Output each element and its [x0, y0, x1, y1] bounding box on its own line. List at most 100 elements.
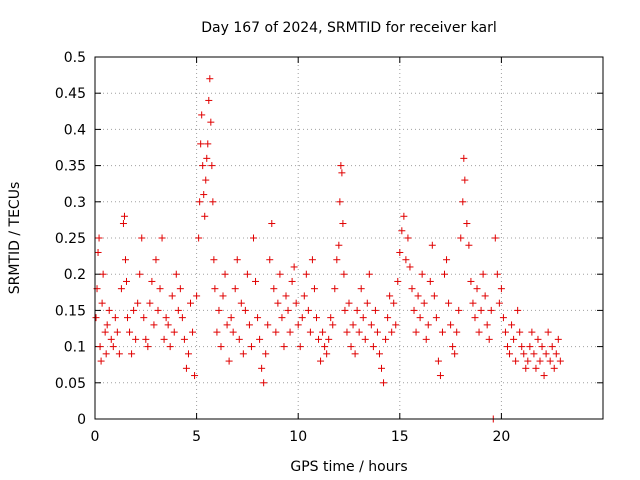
data-point [317, 357, 325, 365]
data-point [412, 328, 420, 336]
data-point [447, 321, 455, 329]
data-point [189, 328, 197, 336]
data-point [217, 343, 225, 351]
y-tick-label: 0 [77, 412, 86, 428]
y-tick-label: 0.3 [64, 195, 86, 211]
data-point [136, 270, 144, 278]
x-tick-label: 15 [391, 429, 409, 445]
data-point [210, 256, 218, 264]
data-point [282, 292, 290, 300]
data-point [518, 343, 526, 351]
x-tick-label: 5 [192, 429, 201, 445]
data-point [481, 292, 489, 300]
data-point [170, 328, 178, 336]
data-point [146, 299, 154, 307]
y-tick-label: 0.2 [64, 267, 86, 283]
data-point [473, 285, 481, 293]
data-point [463, 220, 471, 228]
data-point [264, 321, 272, 329]
data-point [233, 256, 241, 264]
data-point [292, 299, 300, 307]
data-point [202, 176, 210, 184]
data-point [485, 335, 493, 343]
data-point [325, 335, 333, 343]
data-point [164, 321, 172, 329]
data-point [418, 270, 426, 278]
data-point [369, 343, 377, 351]
data-point [420, 299, 428, 307]
data-point [206, 75, 214, 83]
data-point [94, 248, 102, 256]
data-point [162, 314, 170, 322]
data-point [394, 277, 402, 285]
data-point [459, 198, 467, 206]
data-point [288, 277, 296, 285]
data-point [451, 350, 459, 358]
data-point [361, 335, 369, 343]
data-point [284, 306, 292, 314]
data-point [319, 328, 327, 336]
data-point [449, 343, 457, 351]
data-point [410, 306, 418, 314]
data-point [536, 357, 544, 365]
data-point [258, 364, 266, 372]
data-point [336, 198, 344, 206]
data-point [526, 343, 534, 351]
data-point [278, 314, 286, 322]
data-point [235, 335, 243, 343]
data-point [178, 314, 186, 322]
data-point [290, 263, 298, 271]
data-point [138, 234, 146, 242]
data-point [532, 364, 540, 372]
data-point [152, 256, 160, 264]
data-point [434, 357, 442, 365]
data-point [367, 321, 375, 329]
data-point [495, 299, 503, 307]
data-point [512, 357, 520, 365]
data-point [552, 350, 560, 358]
data-point [453, 328, 461, 336]
data-point [475, 328, 483, 336]
data-point [398, 227, 406, 235]
data-point [276, 270, 284, 278]
data-point [260, 379, 268, 387]
data-point [445, 299, 453, 307]
data-point [540, 372, 548, 380]
y-tick-label: 0.25 [55, 231, 86, 247]
data-point [378, 364, 386, 372]
y-tick-labels: 0 0.05 0.1 0.15 0.2 0.25 0.3 0.35 0.4 0.45 0.5 [55, 50, 86, 428]
data-point [306, 328, 314, 336]
data-point [503, 343, 511, 351]
data-point [247, 343, 255, 351]
data-point [404, 234, 412, 242]
data-point [436, 372, 444, 380]
data-point [432, 314, 440, 322]
data-point [191, 372, 199, 380]
data-point [109, 343, 117, 351]
data-point [95, 234, 103, 242]
data-point [229, 328, 237, 336]
data-point [455, 306, 463, 314]
data-point [134, 299, 142, 307]
data-point [441, 270, 449, 278]
data-point [117, 285, 125, 293]
data-point [528, 328, 536, 336]
data-point [359, 314, 367, 322]
data-point [197, 140, 205, 148]
data-point [510, 335, 518, 343]
data-point [347, 343, 355, 351]
grid [95, 57, 603, 419]
data-point [148, 277, 156, 285]
data-point [270, 285, 278, 293]
data-point [184, 350, 192, 358]
data-point [166, 343, 174, 351]
data-point [343, 328, 351, 336]
data-point [384, 314, 392, 322]
data-point [195, 234, 203, 242]
data-point [308, 256, 316, 264]
data-point [554, 335, 562, 343]
x-tick-label: 10 [289, 429, 307, 445]
data-point [469, 299, 477, 307]
data-point [262, 350, 270, 358]
data-point [115, 350, 123, 358]
